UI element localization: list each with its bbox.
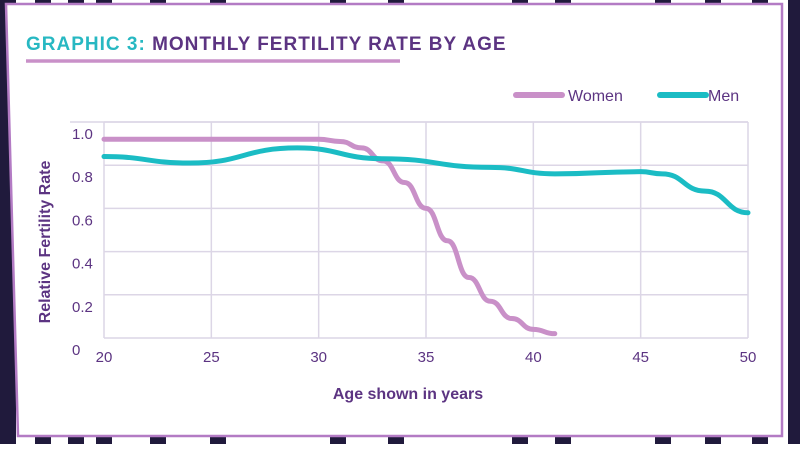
background-stripe [788,0,800,444]
y-axis-label: Relative Fertility Rate [37,161,54,324]
series-layer [101,136,751,337]
x-tick-label: 40 [525,349,542,366]
x-axis-label: Age shown in years [333,386,483,403]
x-axis-ticks: 20 25 30 35 40 45 50 [96,349,757,366]
chart-frame [4,2,784,438]
x-tick-label: 45 [632,349,649,366]
y-tick-label: 1.0 [72,126,93,143]
chart-title-main: MONTHLY FERTILITY RATE BY AGE [152,34,507,55]
legend: Women Men [513,88,739,105]
series-line-men [101,145,751,216]
x-tick-label: 50 [740,349,757,366]
y-tick-label: 0.6 [72,212,93,229]
chart-title-prefix: GRAPHIC 3: [26,34,152,55]
y-axis-ticks: 1.0 0.8 0.6 0.4 0.2 0 [72,126,93,359]
x-tick-label: 30 [310,349,327,366]
y-tick-label: 0.4 [72,256,93,273]
legend-label-men: Men [708,88,739,105]
legend-label-women: Women [568,88,623,105]
x-tick-label: 35 [418,349,435,366]
chart-title: GRAPHIC 3: MONTHLY FERTILITY RATE BY AGE [26,34,507,55]
series-line-women [101,136,558,337]
x-tick-label: 25 [203,349,220,366]
x-tick-label: 20 [96,349,113,366]
y-tick-label: 0.8 [72,169,93,186]
y-tick-label: 0.2 [72,299,93,316]
y-tick-label: 0 [72,342,80,359]
